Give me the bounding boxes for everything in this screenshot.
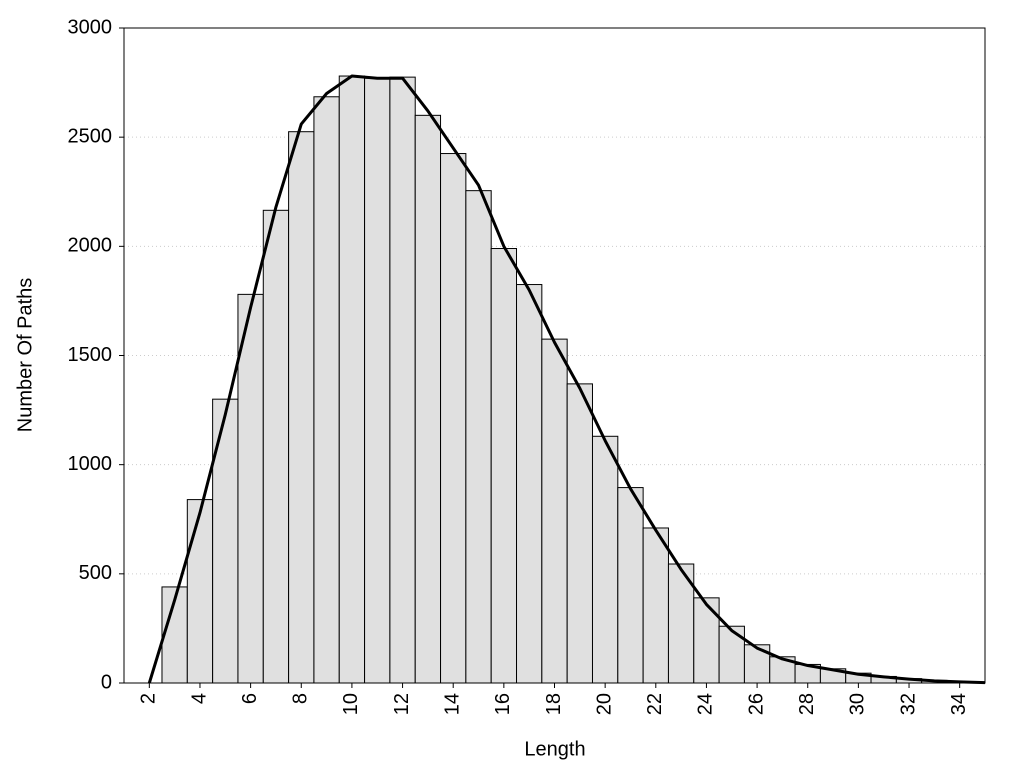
x-tick-label: 24 (695, 693, 717, 715)
bar (490, 248, 518, 684)
x-tick-label: 30 (847, 693, 869, 715)
bar (693, 597, 720, 684)
x-tick-label: 22 (644, 693, 666, 715)
y-tick-label: 500 (79, 562, 112, 584)
bar (516, 284, 543, 684)
bar (642, 527, 669, 684)
x-tick-label: 28 (796, 693, 818, 715)
bar (667, 563, 695, 684)
bar (262, 209, 290, 684)
bar (591, 435, 619, 684)
y-tick-label: 0 (101, 671, 112, 693)
y-axis-title: Number Of Paths (14, 278, 36, 433)
plot-frame (123, 27, 986, 684)
x-tick-label: 18 (543, 693, 565, 715)
bar (414, 114, 442, 684)
x-tick-label: 26 (745, 693, 767, 715)
x-tick-label: 14 (441, 693, 463, 715)
y-tick-label: 1500 (68, 344, 113, 366)
bar (541, 338, 568, 684)
x-tick-label: 8 (290, 693, 312, 704)
x-tick-label: 6 (239, 693, 261, 704)
x-tick-label: 10 (340, 693, 362, 715)
bar (338, 75, 366, 684)
bar (313, 96, 340, 684)
bar (364, 77, 391, 684)
bar (389, 76, 416, 684)
y-tick-label: 2500 (68, 125, 113, 147)
bar (566, 383, 593, 684)
y-tick-label: 1000 (68, 453, 113, 475)
x-tick-label: 16 (492, 693, 514, 715)
x-tick-label: 34 (948, 693, 970, 715)
bar (440, 153, 467, 684)
x-axis-title: Length (524, 738, 585, 760)
y-tick-label: 2000 (68, 235, 113, 257)
bar (465, 190, 492, 684)
x-tick-label: 12 (391, 693, 413, 715)
bar (718, 625, 745, 684)
bar (237, 293, 264, 684)
x-tick-label: 32 (897, 693, 919, 715)
x-tick-label: 4 (188, 693, 210, 704)
y-tick-label: 3000 (68, 16, 113, 38)
bar (617, 487, 644, 684)
x-tick-label: 2 (138, 693, 160, 704)
bar (212, 398, 239, 684)
bar (288, 131, 315, 684)
line (147, 74, 986, 685)
x-tick-label: 20 (593, 693, 615, 715)
bar (186, 499, 214, 684)
